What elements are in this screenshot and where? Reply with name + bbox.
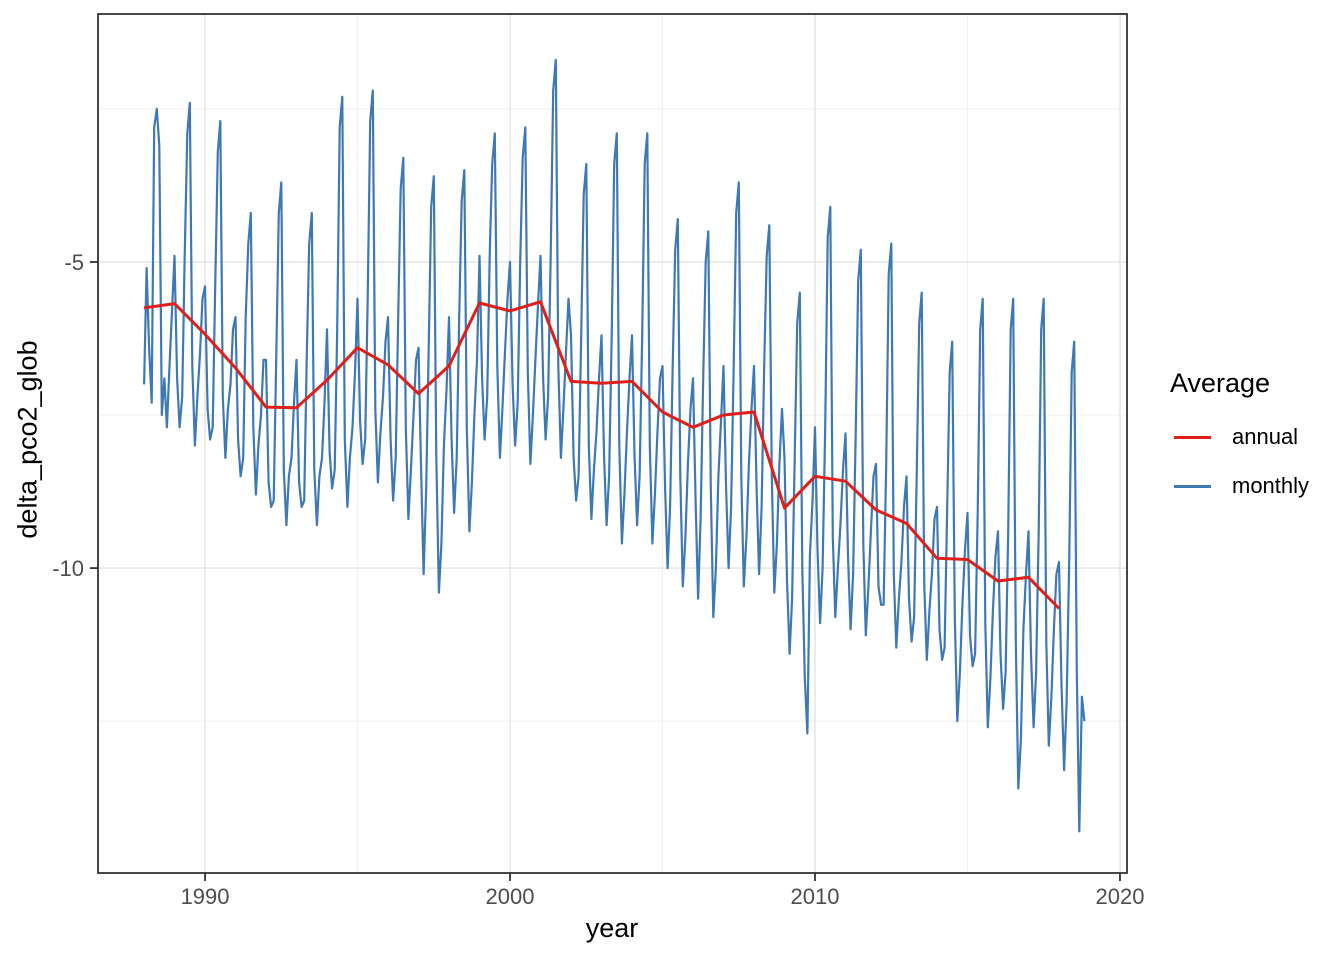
panel-border <box>97 13 1128 874</box>
monthly-line <box>143 58 1086 833</box>
annual-line-key-icon <box>1174 435 1211 439</box>
x-tick-label: 2020 <box>1096 884 1145 909</box>
legend: Average annual monthly <box>1170 368 1309 521</box>
x-tick-label: 2000 <box>486 884 535 909</box>
x-tick-label: 2010 <box>791 884 840 909</box>
y-tick-label: -5 <box>64 250 84 275</box>
monthly-line-key-icon <box>1174 484 1211 488</box>
legend-label-annual: annual <box>1232 424 1299 449</box>
legend-item-monthly: monthly <box>1170 472 1309 500</box>
legend-label-monthly: monthly <box>1232 473 1310 498</box>
legend-title: Average <box>1170 368 1271 398</box>
y-axis-title: delta_pco2_glob <box>12 340 43 539</box>
x-tick-label: 1990 <box>181 884 230 909</box>
y-tick-label: -10 <box>52 556 84 581</box>
x-axis-title: year <box>585 913 639 943</box>
annual-line <box>143 300 1061 610</box>
legend-item-annual: annual <box>1170 423 1309 451</box>
panel-background <box>98 14 1127 873</box>
